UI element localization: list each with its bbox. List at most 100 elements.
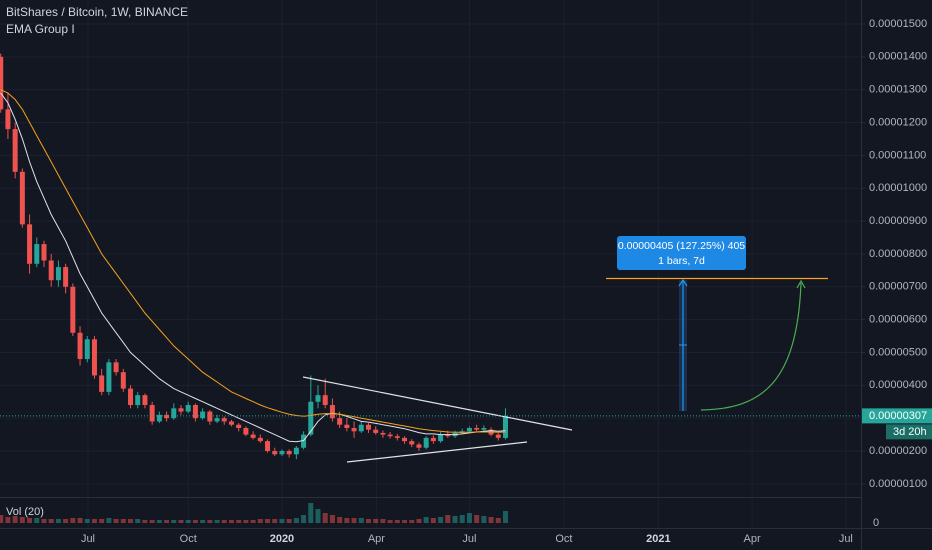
candle-body [106, 362, 112, 392]
volume-bar [272, 519, 278, 523]
projection-arrowhead [796, 279, 806, 289]
x-tick-label: Apr [744, 533, 761, 545]
candle-body [445, 434, 451, 437]
x-tick-label: Jul [839, 533, 853, 545]
candle-body [257, 437, 263, 442]
candle-body [135, 395, 141, 406]
volume-bar [200, 520, 206, 523]
volume-bar [301, 515, 307, 523]
volume-bar [228, 520, 234, 523]
y-tick-label: 0.00001200 [869, 116, 927, 128]
candle-body [149, 405, 155, 422]
candle-body [466, 428, 472, 432]
grid [0, 0, 861, 528]
volume-bar [394, 520, 400, 523]
candle-body [12, 129, 18, 172]
volume-bar [380, 519, 386, 523]
volume-bar [84, 519, 90, 523]
volume-tick-label: 0 [873, 517, 879, 529]
candle-body [120, 372, 126, 389]
last-price-label: 0.00000307 [869, 410, 927, 422]
candle-body [214, 418, 220, 422]
volume-bar [430, 518, 436, 523]
ema-line [0, 89, 506, 433]
volume-bar [149, 520, 155, 523]
candle-body [250, 434, 256, 438]
volume-bar [351, 518, 357, 523]
volume-bar [423, 517, 429, 523]
candle-body [380, 432, 386, 435]
volume-bar [488, 517, 494, 523]
candle-body [293, 447, 299, 455]
volume-bar [502, 511, 508, 523]
candle-body [373, 429, 379, 433]
volume-bar [142, 520, 148, 523]
volume-bar [293, 518, 299, 523]
candle-body [91, 339, 97, 376]
y-tick-label: 0.00000900 [869, 215, 927, 227]
candle-body [337, 418, 343, 425]
volume-bar [452, 516, 458, 523]
volume-bar [466, 513, 472, 523]
y-tick-label: 0.00000200 [869, 445, 927, 457]
indicator-label: EMA Group I [6, 22, 75, 36]
volume-bar [286, 519, 292, 523]
volume-bar [409, 520, 415, 523]
trend-line [346, 441, 528, 463]
candle-body [322, 395, 328, 406]
candle-body [5, 109, 11, 130]
volume-bar [459, 515, 465, 523]
volume-bar [250, 520, 256, 523]
volume-bar [416, 519, 422, 523]
volume-bar [55, 519, 61, 523]
y-tick-label: 0.00001300 [869, 84, 927, 96]
candle-body [265, 441, 271, 452]
candle-body [0, 56, 4, 110]
countdown-label: 3d 20h [893, 426, 927, 438]
candle-body [128, 388, 134, 406]
volume-bar [41, 519, 47, 523]
plot [0, 53, 508, 523]
volume-bar [106, 518, 112, 523]
candle-body [286, 451, 292, 455]
volume-bar [48, 519, 54, 523]
y-tick-label: 0.00001400 [869, 51, 927, 63]
candle-body [308, 401, 314, 435]
candle-body [63, 267, 69, 287]
volume-bar [308, 503, 314, 523]
candle-body [171, 408, 177, 419]
volume-bar [243, 520, 249, 523]
measure-sublabel: 1 bars, 7d [658, 255, 705, 267]
volume-bar [192, 520, 198, 523]
candle-body [41, 244, 47, 261]
candle-body [474, 428, 480, 430]
x-tick-label: Apr [368, 533, 385, 545]
candle-body [207, 411, 213, 422]
candle-body [200, 411, 206, 419]
candle-body [402, 437, 408, 442]
candle-body [387, 434, 393, 437]
volume-bar [156, 520, 162, 523]
volume-bar [445, 515, 451, 523]
volume-bar [344, 518, 350, 523]
volume-bar [474, 515, 480, 523]
trend-line [302, 376, 573, 431]
candle-body [178, 408, 184, 412]
candle-body [48, 260, 54, 281]
volume-bar [337, 517, 343, 523]
volume-bar [5, 517, 11, 523]
volume-bar [387, 520, 393, 523]
candle-body [27, 224, 33, 264]
measure-box [617, 236, 746, 270]
volume-bar [27, 518, 33, 523]
measure-label: 0.00000405 (127.25%) 405 [618, 240, 745, 252]
candle-body [55, 267, 61, 281]
volume-bar [315, 509, 321, 523]
x-tick-label: 2021 [646, 533, 670, 545]
volume-bar [257, 519, 263, 523]
candle-body [192, 405, 198, 419]
volume-bar [373, 519, 379, 523]
volume-bar [0, 515, 4, 523]
